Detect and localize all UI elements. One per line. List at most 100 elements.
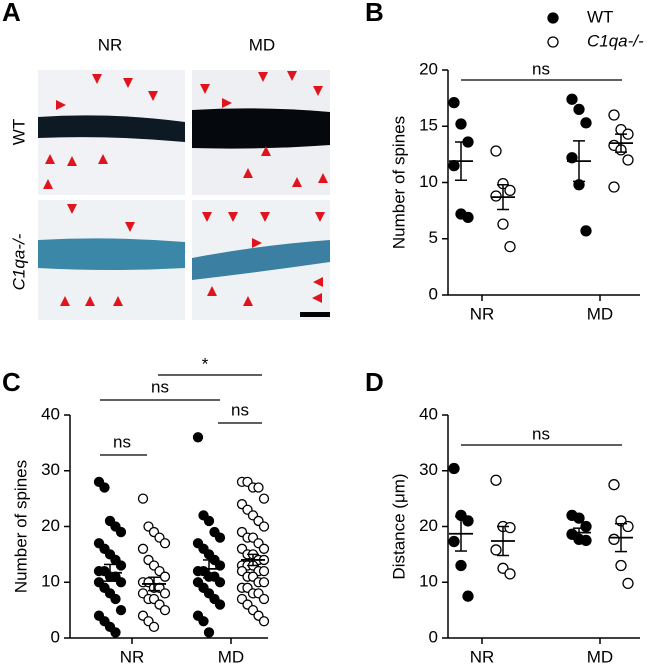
open-dot [622,154,634,166]
filled-dot [580,520,592,533]
dendrite [192,240,330,280]
open-dot [258,521,270,532]
open-dot [159,604,171,616]
arrowhead [123,78,133,88]
arrowhead [148,91,158,101]
open-dot [504,521,516,534]
filled-dot [462,590,474,602]
filled-dot [580,534,592,547]
filled-dot [573,103,585,116]
open-dot [258,543,270,554]
open-dot [148,621,160,632]
x-tick-label: NR [120,647,145,666]
arrowhead [261,146,271,156]
y-axis-label: Distance (μm) [389,473,408,579]
y-tick-label: 20 [419,516,438,535]
filled-dot [115,560,127,571]
arrowhead [312,293,322,303]
y-axis-label: Number of spines [389,116,408,249]
y-tick-label: 10 [41,572,60,591]
significance-label: ns [151,377,169,396]
filled-dot [203,627,215,638]
filled-dot [110,593,121,605]
arrowhead [85,296,95,306]
y-tick-label: 20 [41,516,60,535]
column-label: NR [98,35,123,54]
filled-dot [115,604,127,616]
panel-label: D [365,367,384,397]
open-dot [258,577,270,588]
open-dot [497,218,509,230]
legend-label: C1qa-/- [587,31,644,50]
open-dot [622,577,634,590]
filled-dot [462,515,474,527]
x-tick-label: MD [587,304,613,323]
y-tick-label: 40 [41,404,60,423]
arrowhead [318,173,328,183]
x-tick-label: MD [587,647,613,666]
filled-dot [99,482,110,493]
filled-dot [462,211,474,224]
open-dot [608,533,620,545]
arrowhead [315,212,325,222]
filled-dot [448,159,460,172]
arrowhead [313,277,323,287]
y-tick-label: 30 [41,460,60,479]
open-dot [608,109,620,121]
filled-dot [110,627,121,638]
legend-marker [547,12,559,24]
filled-dot [214,560,226,571]
open-dot [490,145,502,157]
open-dot [258,593,270,605]
arrowhead [200,84,210,94]
open-dot [504,240,516,253]
x-tick-label: MD [218,647,244,666]
arrowhead [243,296,253,306]
filled-dot [198,616,209,627]
arrowhead [258,72,268,82]
open-dot [159,571,171,582]
arrowhead [202,212,212,222]
filled-dot [115,577,127,588]
dendrite [192,108,330,149]
row-label: WT [9,119,28,145]
arrowhead [60,296,70,306]
legend-label: WT [587,7,613,26]
arrowhead [228,212,238,222]
open-dot [258,493,270,504]
arrowhead [92,74,102,84]
dendrite [38,115,185,142]
arrowhead [260,212,270,222]
arrowhead [125,222,135,232]
filled-dot [573,512,585,524]
filled-dot [214,577,226,588]
scale-bar [300,312,330,317]
open-dot [504,568,516,580]
y-tick-label: 15 [419,116,438,135]
open-dot [490,544,502,556]
y-tick-label: 0 [51,627,60,646]
arrowhead [287,71,297,81]
arrowhead [243,168,253,178]
significance-label: * [202,354,209,373]
y-tick-label: 40 [419,404,438,423]
x-tick-label: NR [470,647,495,666]
panel-label: A [2,0,21,27]
y-tick-label: 0 [429,627,438,646]
arrowhead [222,98,232,108]
significance-label: ns [532,424,550,443]
arrowhead [113,296,123,306]
arrowhead [292,177,302,187]
filled-dot [580,225,592,237]
significance-label: ns [532,59,550,78]
open-dot [608,479,620,491]
filled-dot [455,559,467,572]
y-tick-label: 10 [419,572,438,591]
open-dot [608,181,620,193]
filled-dot [192,432,204,443]
filled-dot [448,462,460,475]
x-tick-label: NR [470,304,495,323]
row-label: C1qa-/- [9,233,28,290]
panel-label: C [2,367,21,397]
filled-dot [214,599,226,610]
